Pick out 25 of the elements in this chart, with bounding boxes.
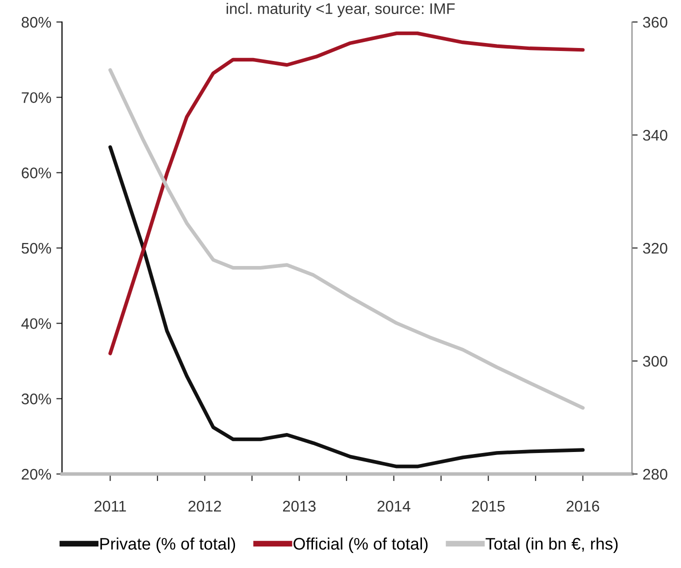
x-tick-label: 2012 [188, 500, 221, 512]
y-tick-label: 50% [22, 242, 52, 254]
line-series [108, 31, 585, 356]
x-tick-label: 2011 [94, 500, 126, 512]
y2-tick-label: 340 [643, 130, 668, 141]
x-tick-label: 2016 [566, 500, 600, 512]
y-tick-label: 80% [22, 16, 52, 28]
line-series [108, 145, 585, 468]
legend-label: Official (% of total) [294, 537, 428, 553]
y-tick-label: 60% [22, 168, 52, 178]
y-tick-label: 20% [22, 468, 52, 480]
line-series [108, 68, 585, 410]
y-tick-label: 70% [22, 92, 52, 104]
x-tick-label: 2014 [378, 500, 410, 512]
x-tick-label: 2015 [472, 500, 505, 512]
y-tick-label: 40% [21, 318, 52, 330]
y-tick-label: 30% [22, 394, 52, 404]
y2-tick-label: 280 [643, 468, 668, 480]
x-tick-label: 2013 [283, 500, 316, 512]
legend-label: Private (% of total) [100, 537, 236, 553]
y2-tick-label: 300 [643, 356, 668, 367]
y2-tick-label: 360 [643, 16, 668, 28]
chart-title: incl. maturity <1 year, source: IMF [226, 2, 455, 18]
y2-tick-label: 320 [643, 242, 668, 254]
legend-label: Total (in bn €, rhs) [486, 537, 618, 553]
